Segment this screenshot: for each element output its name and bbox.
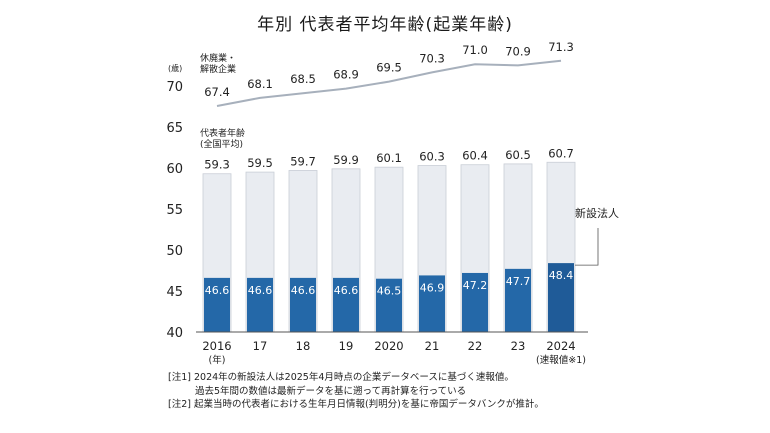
x-tick-label-6: 22 [468, 339, 483, 353]
y-tick-label-6: 70 [166, 80, 183, 95]
new-corp-value-label-5: 46.9 [420, 281, 445, 294]
closed-value-label-3: 68.9 [333, 68, 359, 82]
x-tick-label-0: 2016 [202, 339, 231, 353]
closed-companies-line [216, 59, 562, 107]
new-corp-bar-3 [333, 277, 359, 332]
y-tick-label-4: 60 [166, 162, 183, 177]
x-tick-label-4: 2020 [374, 339, 403, 353]
new-corp-value-label-1: 46.6 [248, 284, 273, 297]
new-corp-value-label-2: 46.6 [291, 284, 316, 297]
new-corp-bar-1 [247, 277, 273, 332]
y-tick-label-3: 55 [166, 203, 183, 218]
new-corp-value-label-7: 47.7 [506, 275, 531, 288]
closed-value-label-0: 67.4 [204, 85, 230, 99]
x-tick-label-1: 17 [253, 339, 268, 353]
closed-value-label-8: 71.3 [548, 40, 574, 54]
footnotes: [注1] 2024年の新設法人は2025年4月時点の企業データベースに基づく速報… [168, 371, 544, 412]
closed-value-label-7: 70.9 [505, 44, 531, 58]
x-tick-label-5: 21 [425, 339, 440, 353]
y-tick-label-2: 50 [166, 244, 183, 259]
new-corp-bar-8 [548, 263, 574, 332]
new-corp-bar-6 [462, 272, 488, 332]
new-corp-series-label: 新設法人 [575, 206, 619, 220]
note-2: [注2] 起業当時の代表者における生年月日情報(判明分)を基に帝国データバンクが… [168, 399, 544, 410]
new-corp-value-label-8: 48.4 [549, 269, 574, 282]
average-value-label-2: 59.7 [290, 154, 316, 168]
x-tick-label-7: 23 [511, 339, 526, 353]
average-value-label-1: 59.5 [247, 156, 273, 170]
new-corp-value-label-6: 47.2 [463, 279, 488, 292]
chart-title: 年別 代表者平均年齢(起業年齢) [257, 15, 513, 35]
x-tick-label-2: 18 [296, 339, 311, 353]
new-corp-leader-line [575, 228, 599, 266]
x-tick-sublabel-8: (速報値※1) [536, 354, 586, 366]
new-corp-bar-4 [376, 278, 402, 332]
closed-series-label-0: 休廃業・ [200, 52, 236, 64]
new-corp-bar-7 [505, 268, 531, 332]
average-value-label-4: 60.1 [376, 151, 402, 165]
x-tick-sublabel-0: (年) [209, 354, 226, 366]
closed-value-label-5: 70.3 [419, 51, 445, 65]
closed-value-label-6: 71.0 [462, 43, 488, 57]
average-series-label-0: 代表者年齢 [200, 127, 245, 139]
new-corp-bar-0 [204, 277, 230, 332]
y-tick-label-0: 40 [166, 326, 183, 341]
y-tick-label-5: 65 [166, 121, 183, 136]
note-1: [注1] 2024年の新設法人は2025年4月時点の企業データベースに基づく速報… [168, 372, 514, 383]
y-unit-label: (歳) [168, 63, 182, 73]
average-value-label-3: 59.9 [333, 153, 359, 167]
average-series-label-1: (全国平均) [200, 138, 243, 150]
closed-value-label-2: 68.5 [290, 72, 316, 86]
x-tick-label-3: 19 [339, 339, 354, 353]
closed-value-label-1: 68.1 [247, 77, 273, 91]
average-value-label-7: 60.5 [505, 148, 531, 162]
new-corp-bar-2 [290, 277, 316, 332]
average-value-label-5: 60.3 [419, 150, 445, 164]
closed-value-label-4: 69.5 [376, 61, 402, 75]
average-value-label-0: 59.3 [204, 158, 230, 172]
new-corp-value-label-4: 46.5 [377, 285, 402, 298]
average-value-label-6: 60.4 [462, 149, 488, 163]
new-corp-value-label-3: 46.6 [334, 284, 359, 297]
new-corp-value-label-0: 46.6 [205, 284, 230, 297]
closed-series-label-1: 解散企業 [200, 63, 236, 75]
average-value-label-8: 60.7 [548, 146, 574, 160]
x-tick-label-8: 2024 [546, 339, 575, 353]
new-corp-bar-5 [419, 275, 445, 332]
y-tick-label-1: 45 [166, 285, 183, 300]
note-1-cont: 過去5年間の数値は最新データを基に遡って再計算を行っている [195, 385, 467, 397]
